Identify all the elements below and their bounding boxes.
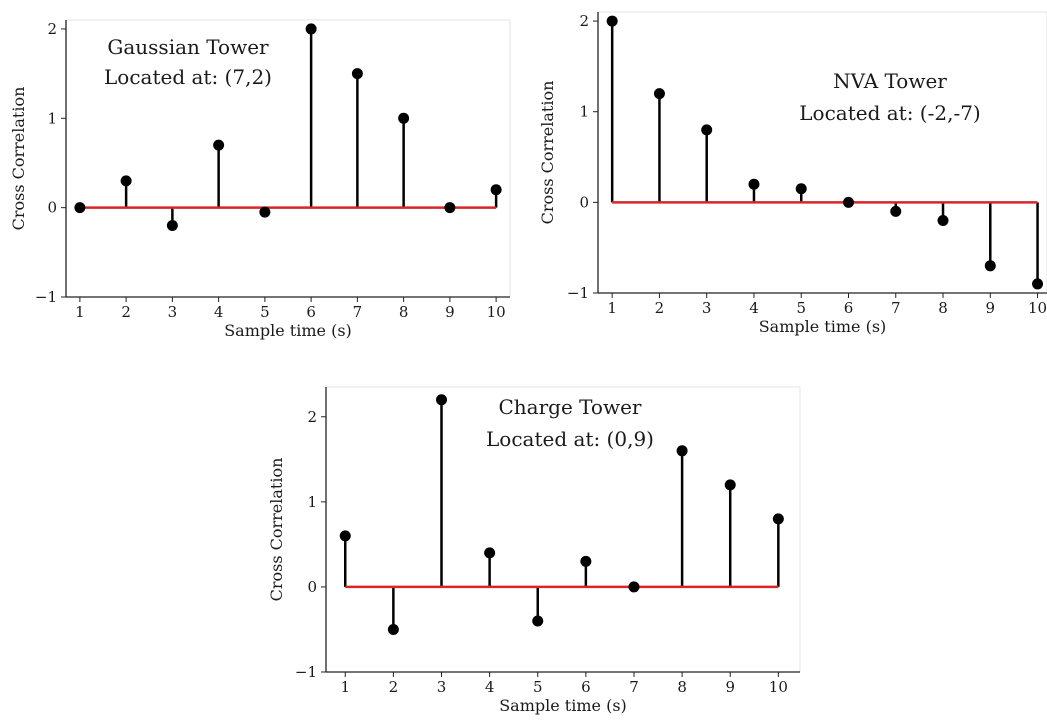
- chart2-y-axis-label: Cross Correlation: [538, 81, 557, 225]
- chart2-point: [1032, 278, 1044, 290]
- chart1-x-tick-label: 7: [353, 303, 363, 321]
- chart1-y-tick-label: −1: [35, 288, 57, 306]
- chart1-panel: 1 2 3 4 5 6 7 8 9 10 −1 0 1 2 Sample time (s) Cross Cor…: [9, 19, 511, 340]
- chart2-x-tick-label: 5: [796, 299, 806, 317]
- chart3-y-tick-label: 0: [307, 578, 317, 596]
- chart1-point: [490, 184, 502, 196]
- chart1-x-tick-label: 8: [399, 303, 409, 321]
- chart3-point: [387, 623, 399, 635]
- chart3-x-tick-label: 8: [677, 678, 687, 696]
- chart3-x-tick-label: 5: [533, 678, 543, 696]
- chart3-annotation: Charge Tower: [498, 395, 641, 419]
- chart2-point: [653, 88, 665, 100]
- chart2-x-tick-label: 1: [607, 299, 617, 317]
- chart3-point: [580, 555, 592, 567]
- chart1-point: [166, 220, 178, 232]
- chart1-x-tick-label: 10: [487, 303, 506, 321]
- chart1-y-tick-label: 2: [47, 20, 57, 38]
- chart3-x-tick-label: 1: [340, 678, 350, 696]
- chart3-annotation: Located at: (0,9): [486, 427, 654, 451]
- chart3-point: [628, 581, 640, 593]
- chart2-point: [937, 214, 949, 226]
- chart2-point: [701, 124, 713, 136]
- chart2-y-tick-label: 0: [579, 193, 589, 211]
- chart1-point: [351, 68, 363, 80]
- chart1-point: [74, 202, 86, 214]
- chart1-x-tick-label: 9: [445, 303, 455, 321]
- chart1-y-tick-label: 0: [47, 199, 57, 217]
- chart3-x-axis-label: Sample time (s): [499, 696, 627, 715]
- chart3-x-tick-label: 6: [581, 678, 591, 696]
- chart1-y-tick-label: 1: [47, 109, 57, 127]
- chart2-point: [606, 15, 618, 27]
- chart2-point: [795, 183, 807, 195]
- chart3-y-axis-label: Cross Correlation: [267, 458, 286, 602]
- chart2-y-tick-label: 1: [579, 103, 589, 121]
- chart2-point: [842, 196, 854, 208]
- chart2-annotation: Located at: (-2,-7): [799, 101, 980, 125]
- chart2-point: [984, 260, 996, 272]
- chart2-x-tick-label: 10: [1028, 299, 1047, 317]
- chart2-point: [890, 205, 902, 217]
- chart3-point: [484, 547, 496, 559]
- chart2-x-tick-label: 7: [891, 299, 901, 317]
- chart1-x-tick-label: 4: [214, 303, 224, 321]
- chart3-point: [676, 445, 688, 457]
- chart1-x-tick-label: 6: [306, 303, 316, 321]
- chart1-point: [305, 23, 317, 35]
- chart2-x-tick-label: 6: [844, 299, 854, 317]
- chart3-point: [772, 513, 784, 525]
- chart3-point: [532, 615, 544, 627]
- chart3-x-tick-label: 10: [769, 678, 788, 696]
- chart3-x-tick-label: 7: [629, 678, 639, 696]
- chart2-x-tick-label: 4: [749, 299, 759, 317]
- chart1-y-axis-label: Cross Correlation: [9, 87, 28, 231]
- chart3-point: [339, 530, 351, 542]
- chart1-annotation: Gaussian Tower: [107, 35, 269, 59]
- chart3-x-tick-label: 4: [485, 678, 495, 696]
- chart2-y-tick-label: 2: [579, 12, 589, 30]
- chart1-point: [444, 202, 456, 214]
- chart2-annotation: NVA Tower: [833, 69, 947, 93]
- chart2-panel: 1 2 3 4 5 6 7 8 9 10 −1 0 1 2 Sample time (s) Cross Cor…: [538, 11, 1047, 336]
- chart1-point: [120, 175, 132, 187]
- chart3-x-tick-label: 2: [389, 678, 399, 696]
- chart3-y-tick-label: 1: [307, 493, 317, 511]
- chart2-x-tick-label: 2: [655, 299, 665, 317]
- chart3-x-tick-label: 9: [725, 678, 735, 696]
- chart1-x-tick-label: 1: [75, 303, 85, 321]
- chart2-x-tick-label: 8: [938, 299, 948, 317]
- chart1-x-tick-label: 3: [168, 303, 178, 321]
- chart2-x-axis-label: Sample time (s): [759, 317, 887, 336]
- chart1-x-tick-label: 5: [260, 303, 270, 321]
- chart3-panel: 1 2 3 4 5 6 7 8 9 10 −1 0 1 2 Sample time (s) Cross Cor…: [267, 386, 801, 715]
- chart3-y-tick-label: −1: [295, 663, 317, 681]
- chart1-x-tick-label: 2: [121, 303, 131, 321]
- chart1-x-axis-label: Sample time (s): [224, 321, 352, 340]
- chart2-y-tick-label: −1: [567, 284, 589, 302]
- chart1-point: [398, 112, 410, 124]
- chart3-point: [435, 394, 447, 406]
- chart3-y-tick-label: 2: [307, 408, 317, 426]
- chart2-x-tick-label: 9: [986, 299, 996, 317]
- chart2-x-tick-label: 3: [702, 299, 712, 317]
- chart1-annotation: Located at: (7,2): [104, 65, 272, 89]
- chart3-point: [724, 479, 736, 491]
- chart1-point: [259, 206, 271, 218]
- chart2-point: [748, 178, 760, 190]
- chart3-x-tick-label: 3: [437, 678, 447, 696]
- chart1-point: [213, 139, 225, 151]
